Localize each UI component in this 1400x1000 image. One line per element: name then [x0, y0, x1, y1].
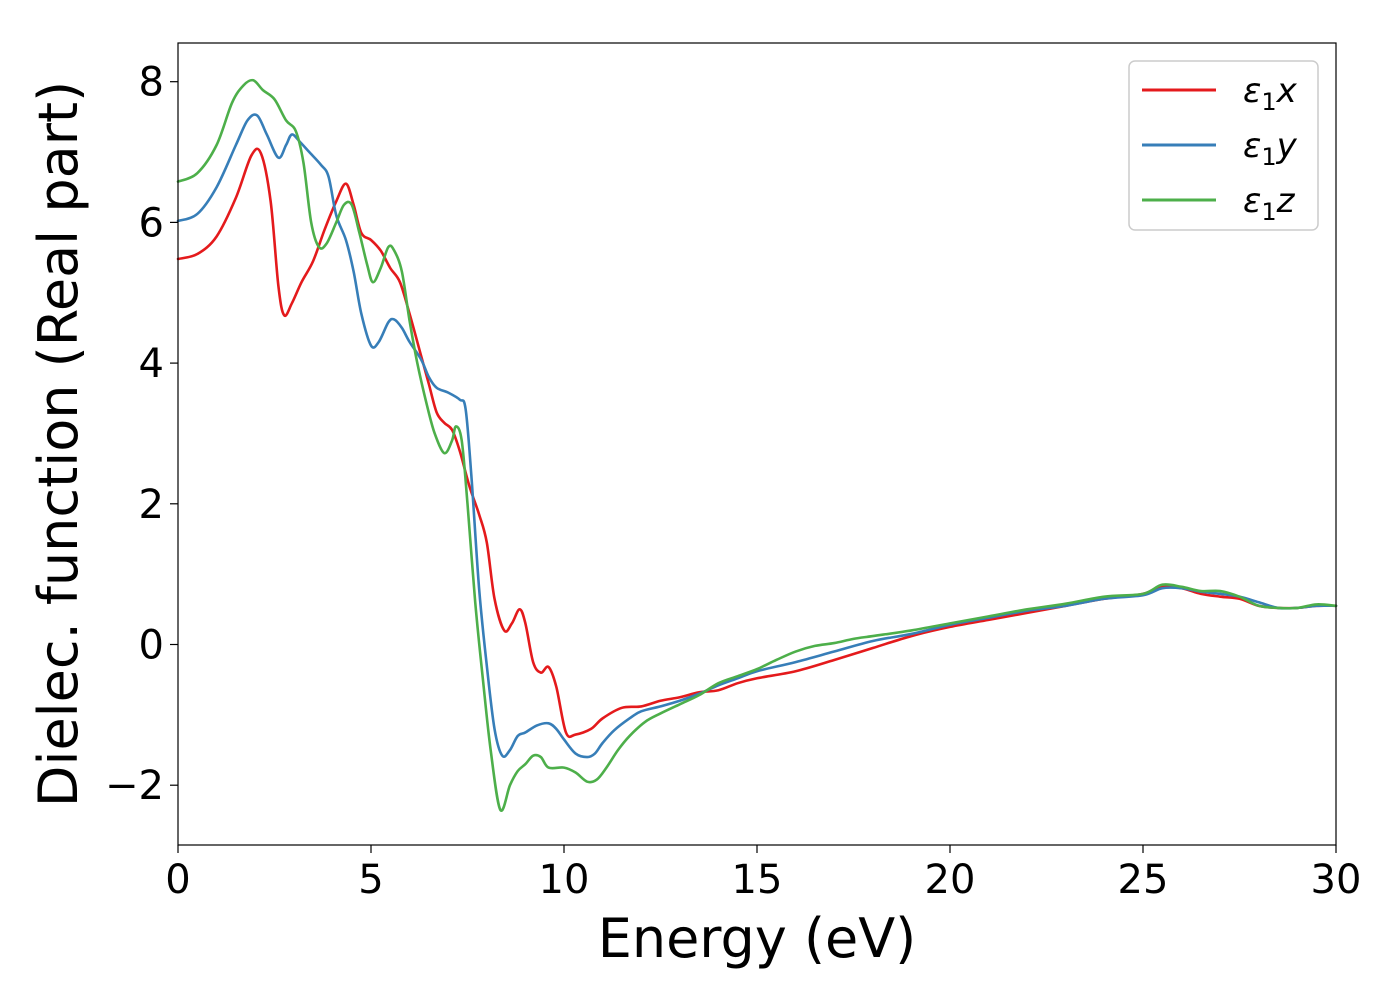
x-tick-label: 5	[358, 857, 383, 903]
y-tick-label: 6	[139, 200, 164, 246]
legend-label-2: ε1y	[1243, 126, 1298, 171]
legend-subscript: 1	[1261, 143, 1276, 171]
y-axis-ticks: −2 0 2 4 6 8	[105, 60, 178, 809]
legend-axis: y	[1276, 126, 1298, 166]
legend-symbol: ε	[1243, 181, 1261, 221]
x-tick-label: 25	[1118, 857, 1169, 903]
x-tick-label: 0	[165, 857, 190, 903]
legend-symbol: ε	[1243, 71, 1261, 111]
legend-axis: x	[1276, 71, 1298, 111]
legend-label-1: ε1x	[1243, 71, 1298, 116]
y-axis-title: Dielec. function (Real part)	[27, 81, 90, 807]
x-tick-label: 30	[1311, 857, 1362, 903]
legend-box	[1128, 60, 1319, 231]
y-tick-label: 8	[139, 60, 164, 106]
legend-subscript: 1	[1261, 198, 1276, 226]
x-axis-title: Energy (eV)	[598, 907, 917, 970]
y-tick-label: 4	[139, 341, 164, 387]
y-tick-label: 0	[139, 623, 164, 669]
series-line-3	[176, 78, 1338, 813]
series-line-2	[176, 113, 1338, 759]
x-axis-ticks: 0 5 10 15 20 25 30	[165, 845, 1361, 903]
x-tick-label: 15	[732, 857, 783, 903]
y-tick-label: −2	[105, 763, 164, 809]
legend-label-3: ε1z	[1243, 181, 1296, 226]
legend-symbol: ε	[1243, 126, 1261, 166]
legend-subscript: 1	[1261, 88, 1276, 116]
x-tick-label: 10	[539, 857, 590, 903]
x-tick-label: 20	[925, 857, 976, 903]
legend-axis: z	[1276, 181, 1296, 221]
series-layer	[176, 78, 1338, 813]
y-tick-label: 2	[139, 482, 164, 528]
